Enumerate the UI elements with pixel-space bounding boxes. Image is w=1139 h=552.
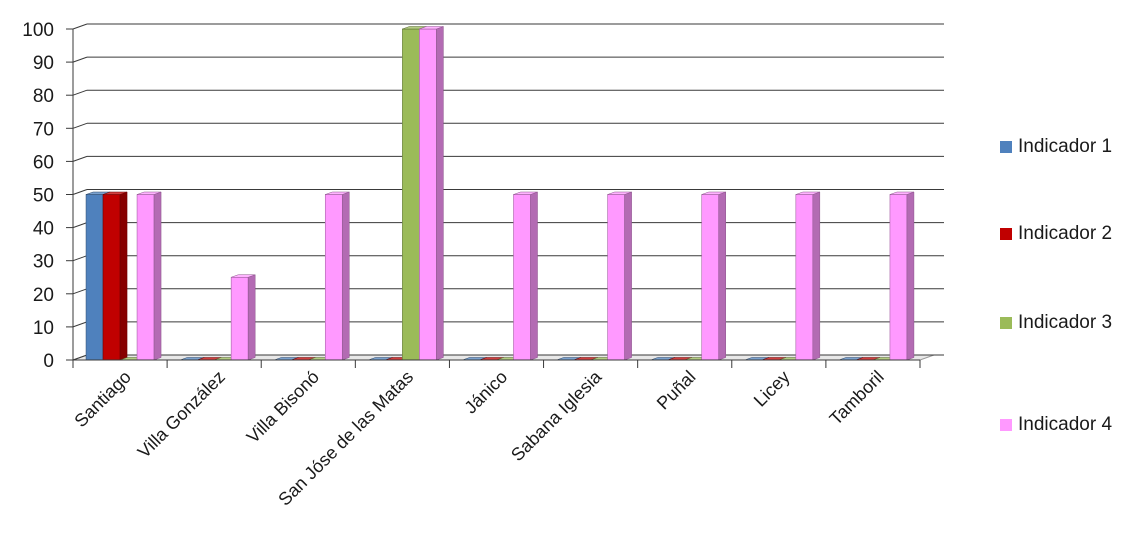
gridline-depth [72,288,88,295]
bar-side [718,191,726,361]
legend-swatch [1000,419,1012,431]
bar [795,191,821,361]
legend-label: Indicador 1 [1018,136,1113,157]
bar [102,191,128,361]
bar-front [230,276,249,361]
y-tick-label: 30 [33,252,54,273]
bar [136,191,162,361]
bar-side [906,191,915,361]
y-tick-label: 10 [33,318,54,339]
x-tick-label: Villa Bisonó [243,367,323,447]
y-tick-label: 50 [33,186,54,207]
legend-item: Indicador 3 [1000,312,1112,334]
gridline-depth [72,222,88,229]
bar [889,191,915,361]
gridline-depth [72,354,88,361]
bar [419,26,444,361]
bar-side [153,191,162,361]
y-tick-label: 100 [22,20,54,41]
gridline-depth [72,189,88,195]
bar-top [325,191,350,195]
bar-top [795,191,820,195]
x-tick-label: Villa González [134,367,229,462]
y-axis: 0 10 20 30 40 50 60 70 80 90 100 [22,20,74,372]
legend-item: Indicador 2 [1000,223,1112,245]
legend-item: Indicador 1 [1000,136,1112,158]
bar [607,191,632,361]
bar-top [419,26,444,30]
bar-top [136,191,162,195]
bar-top [513,191,538,195]
x-tick-label: Jánico [460,367,511,418]
gridline-depth [72,23,88,30]
bar-front [419,28,437,361]
y-tick-label: 40 [33,219,54,240]
bar-side [624,191,632,361]
x-tick-label: Tamboril [826,367,888,429]
x-tick-label: Licey [750,367,794,411]
bar-side [342,191,350,361]
bar-front [513,194,531,361]
x-tick-label: Sabana Iglesia [507,366,606,465]
bar [513,191,538,361]
gridline-depth [72,56,88,63]
x-tick-label: Santiago [70,367,134,431]
bar-side [119,191,128,361]
bar [701,191,726,361]
gridline-depth [72,321,88,328]
bar-top [102,191,128,195]
bar-top [607,191,632,195]
bar-front [402,28,420,361]
legend-item: Indicador 4 [1000,414,1112,436]
bar-front [795,194,814,361]
bar-front [85,194,104,361]
bar-front [136,194,155,361]
bar-side [436,26,444,361]
bar-front [102,194,121,361]
gridline-depth [72,155,88,162]
legend-label: Indicador 3 [1018,312,1113,333]
bar-side [247,274,256,361]
y-tick-label: 80 [33,86,54,107]
bar-front [889,194,908,361]
gridline-depth [72,255,88,262]
y-tick-label: 0 [43,351,54,372]
legend-swatch [1000,141,1012,153]
gridline-depth [72,122,88,129]
bar-side [812,191,821,361]
legend-label: Indicador 4 [1018,414,1113,435]
y-tick-label: 90 [33,53,54,74]
legend-swatch [1000,317,1012,329]
bar-front [607,194,625,361]
bar-front [324,194,343,361]
bar-top [889,191,915,195]
bar [324,191,350,361]
bar-top [231,274,256,278]
bar-front [701,194,720,361]
y-tick-label: 60 [33,152,54,173]
bar-top [701,191,726,195]
y-tick-label: 20 [33,285,54,306]
bar-side [530,191,538,361]
legend-swatch [1000,228,1012,240]
bar [230,274,256,361]
legend-label: Indicador 2 [1018,223,1113,244]
gridline-depth [72,89,88,96]
bars [85,26,915,361]
x-tick-label: Puñal [653,367,700,414]
legend: Indicador 1 Indicador 2 Indicador 3 Indicad… [1000,0,1139,547]
y-tick-label: 70 [33,119,54,140]
